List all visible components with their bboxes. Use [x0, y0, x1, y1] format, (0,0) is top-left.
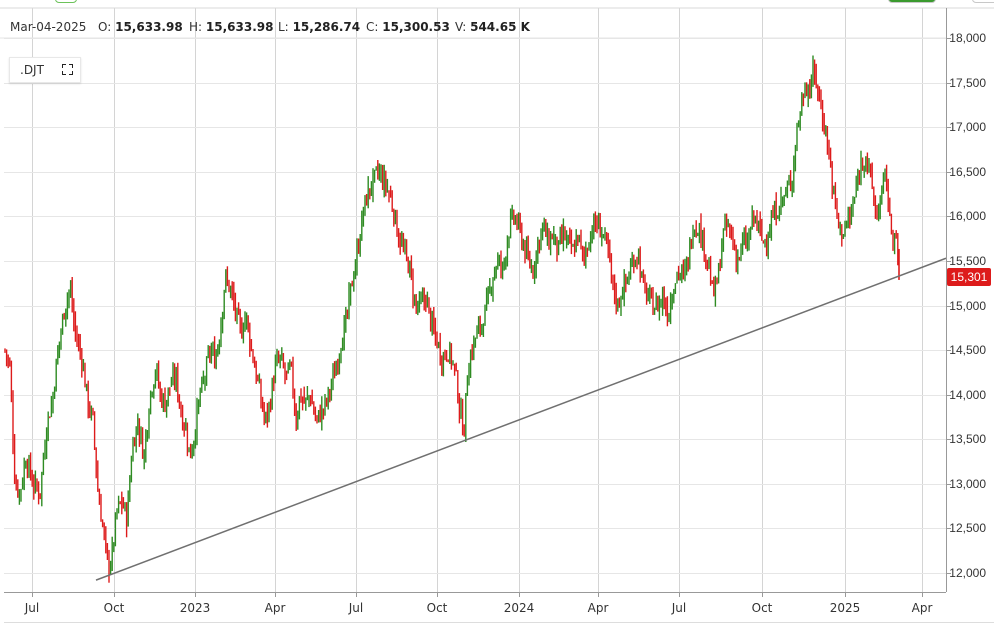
y-tick-label: 12,500 — [949, 520, 986, 535]
ohlc-bars — [4, 55, 900, 583]
x-tick-label: 2025 — [829, 601, 861, 615]
top-toolbar-button-active[interactable] — [888, 0, 936, 3]
x-tick-label: Jul — [348, 601, 364, 615]
x-tick-label: Apr — [911, 601, 933, 615]
x-tick-label: Jul — [24, 601, 40, 615]
header-close: C: 15,300.53 — [366, 20, 450, 34]
x-tick-label: Jul — [671, 601, 687, 615]
header-low: L: 15,286.74 — [278, 20, 361, 34]
y-tick-label: 16,000 — [949, 208, 986, 223]
symbol-label: .DJT — [20, 63, 44, 77]
x-tick-label: 2024 — [503, 601, 535, 615]
x-tick-label: 2023 — [179, 601, 211, 615]
y-tick-label: 13,000 — [949, 476, 986, 491]
symbol-legend[interactable]: .DJT — [9, 57, 81, 83]
y-tick-label: 15,000 — [949, 298, 986, 313]
fullscreen-icon[interactable] — [62, 64, 73, 75]
x-tick-label: Oct — [751, 601, 773, 615]
header-open: O: 15,633.98 — [98, 20, 183, 34]
x-tick-label: Apr — [587, 601, 609, 615]
y-tick-label: 18,000 — [949, 30, 986, 45]
y-tick-label: 16,500 — [949, 164, 986, 179]
y-tick-label: 17,000 — [949, 119, 986, 134]
x-tick-label: Oct — [426, 601, 448, 615]
trendline[interactable] — [95, 257, 947, 581]
y-tick-label: 12,000 — [949, 565, 986, 580]
y-tick-label: 15,500 — [949, 253, 986, 268]
y-tick-label: 13,500 — [949, 431, 986, 446]
header-high: H: 15,633.98 — [189, 20, 274, 34]
y-tick-label: 14,000 — [949, 387, 986, 402]
y-tick-label: 17,500 — [949, 75, 986, 90]
x-axis-ticks — [32, 592, 923, 597]
last-price-badge: 15,301 — [947, 268, 991, 286]
top-toolbar-button-green[interactable] — [55, 0, 77, 3]
x-tick-label: Oct — [103, 601, 125, 615]
horizontal-gridlines — [4, 38, 946, 574]
y-tick-label: 14,500 — [949, 342, 986, 357]
top-toolbar-button[interactable] — [972, 0, 994, 3]
header-volume: V: 544.65 K — [455, 20, 530, 34]
vertical-gridlines — [32, 8, 923, 592]
header-date: Mar-04-2025 — [10, 20, 87, 34]
y-axis-ticks — [946, 38, 951, 574]
x-tick-label: Apr — [264, 601, 286, 615]
